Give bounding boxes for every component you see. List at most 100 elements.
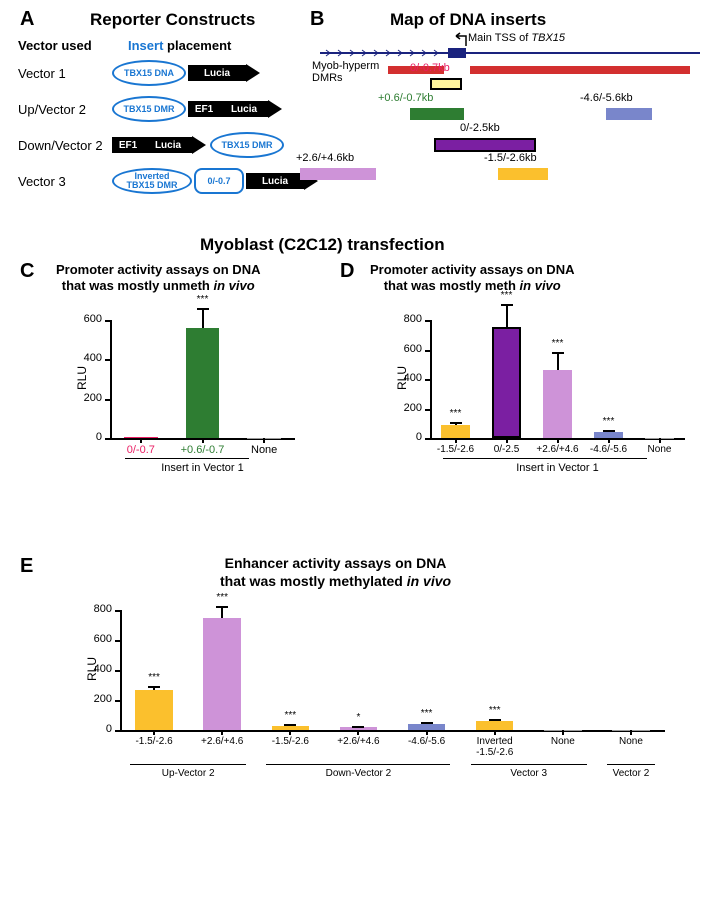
vector-row-label: Vector 3 [18,174,66,189]
significance-marker: *** [188,294,218,305]
group-underline [443,458,647,459]
y-tick-label: 600 [82,633,112,645]
error-bar [506,304,508,328]
x-tick-label: -4.6/-5.6 [583,444,634,455]
group-label: Down-Vector 2 [261,768,455,779]
y-tick [115,730,120,732]
x-tick-label: +2.6/+4.6 [532,444,583,455]
y-axis [120,610,122,730]
x-tick [426,730,428,735]
group-underline [471,764,587,765]
x-axis [120,730,665,732]
x-tick [557,438,559,443]
panel-d-title: Promoter activity assays on DNA that was… [370,262,574,295]
construct-oval: TBX15 DMR [112,96,186,122]
x-tick [221,730,223,735]
panel-a-label: A [20,8,34,31]
x-tick-label: -1.5/-2.6 [256,736,324,747]
insert-label: +2.6/+4.6kb [296,152,354,164]
y-tick-label: 0 [392,431,422,443]
x-tick [608,438,610,443]
significance-marker: *** [275,710,305,721]
x-tick [630,730,632,735]
x-tick-label: 0/-2.5 [481,444,532,455]
construct-oval: Inverted TBX15 DMR [112,168,192,194]
panel-e-title: Enhancer activity assays on DNA that was… [220,555,451,590]
x-tick-label: -1.5/-2.6 [430,444,481,455]
y-tick [105,320,110,322]
insert-box [498,168,548,180]
x-tick [659,438,661,443]
tss-label: Main TSS of TBX15 [468,32,565,44]
y-tick-label: 600 [72,313,102,325]
construct-rect: Lucia [246,173,304,189]
y-tick-label: 800 [392,313,422,325]
chart-bar [476,721,513,730]
group-underline [607,764,655,765]
x-tick [263,438,265,443]
significance-marker: *** [441,408,471,419]
arrow-icon [192,132,210,163]
y-tick [425,409,430,411]
x-tick [455,438,457,443]
insert-label: 0/-2.5kb [460,122,500,134]
chart-bar [203,618,240,731]
construct-oval: TBX15 DMR [210,132,284,158]
y-tick [105,438,110,440]
group-underline [125,458,248,459]
construct-oval: 0/-0.7 [194,168,244,194]
insert-box [434,138,536,152]
construct-rect: Lucia [144,137,192,153]
arrow-icon [246,60,264,91]
y-tick [425,350,430,352]
group-underline [130,764,246,765]
construct-rect: Lucia [188,65,246,81]
x-tick [153,730,155,735]
placement-word: placement [167,38,231,53]
panel-d-label: D [340,260,354,283]
error-cap [552,352,564,354]
vector-used-label: Vector used [18,38,92,53]
y-tick-label: 200 [82,693,112,705]
error-bar [202,308,204,328]
x-tick-label: 0/-0.7 [110,444,172,456]
y-axis-label: RLU [75,358,89,398]
panel-a-title: Reporter Constructs [90,10,255,30]
significance-marker: * [343,712,373,723]
group-label: Insert in Vector 1 [430,462,685,474]
insert-word: Insert [128,38,163,53]
panel-b-title: Map of DNA inserts [390,10,546,30]
y-tick [115,640,120,642]
group-label: Up-Vector 2 [125,768,251,779]
insert-box [606,108,652,120]
x-tick [494,730,496,735]
y-tick [105,399,110,401]
chart-bar [441,425,469,438]
insert-box [300,168,376,180]
significance-marker: *** [412,708,442,719]
y-tick [115,670,120,672]
chart-bar [186,328,220,438]
y-tick [105,359,110,361]
mid-title: Myoblast (C2C12) transfection [200,235,445,255]
y-tick-label: 600 [392,343,422,355]
insert-label: -4.6/-5.6kb [580,92,633,104]
error-cap [489,719,501,721]
dmr-label: Myob-hyperm DMRs [312,60,379,84]
chart-bar [492,327,520,438]
group-label: Insert in Vector 1 [110,462,295,474]
group-label: Vector 3 [466,768,592,779]
y-tick [425,379,430,381]
x-tick [289,730,291,735]
y-axis [110,320,112,438]
y-tick-label: 200 [392,402,422,414]
y-axis-label: RLU [395,358,409,398]
insert-box [410,108,464,120]
arrow-icon [268,96,286,127]
error-cap [421,722,433,724]
construct-oval: TBX15 DNA [112,60,186,86]
error-cap [450,422,462,424]
significance-marker: *** [480,705,510,716]
significance-marker: *** [492,290,522,301]
insert-label: +0.6/-0.7kb [378,92,433,104]
